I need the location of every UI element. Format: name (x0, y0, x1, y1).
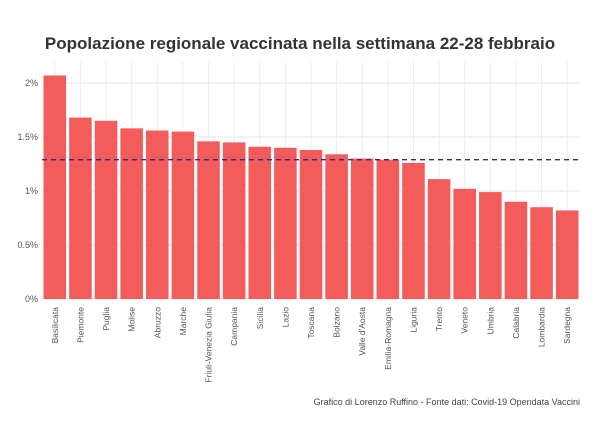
y-tick-label: 0.5% (17, 240, 38, 250)
x-tick-label: Sardegna (562, 307, 572, 344)
x-tick-label: Campania (229, 307, 239, 346)
x-tick-label: Emilia-Romagna (383, 307, 393, 370)
bar-basilicata (43, 75, 67, 299)
bar-sicilia (248, 146, 272, 299)
bar-puglia (94, 120, 118, 299)
bar-molise (120, 128, 143, 299)
bar-bolzano (325, 154, 348, 299)
bar-emilia-romagna (376, 159, 400, 299)
y-tick-label: 1.5% (17, 132, 38, 142)
bar-toscana (299, 149, 323, 299)
x-tick-label: Veneto (460, 307, 470, 334)
x-tick-label: Sicilia (255, 307, 265, 329)
bar-piemonte (69, 117, 92, 299)
x-tick-label: Umbria (485, 307, 495, 335)
bar-liguria (402, 162, 425, 299)
bar-abruzzo (146, 130, 169, 299)
x-tick-label: Friuli-Venezia Giulia (204, 307, 214, 383)
bar-sardegna (555, 210, 579, 299)
x-tick-label: Piemonte (75, 307, 85, 343)
bar-umbria (479, 192, 502, 299)
x-tick-label: Bolzano (332, 307, 342, 338)
chart-caption: Grafico di Lorenzo Ruffino - Fonte dati:… (313, 397, 580, 407)
x-tick-label: Valle d'Aosta (357, 307, 367, 356)
x-tick-label: Lombardia (537, 307, 547, 347)
x-tick-label: Toscana (306, 307, 316, 339)
bar-veneto (453, 188, 476, 299)
bar-valle-d-aosta (350, 158, 374, 299)
x-tick-label: Liguria (408, 307, 418, 333)
x-tick-label: Puglia (101, 307, 111, 331)
x-tick-label: Molise (127, 307, 137, 332)
y-tick-label: 2% (25, 78, 38, 88)
x-tick-label: Abruzzo (152, 307, 162, 338)
x-tick-label: Calabria (511, 307, 521, 339)
x-tick-label: Trento (434, 307, 444, 332)
bar-campania (222, 142, 246, 299)
bar-friuli-venezia-giulia (197, 141, 220, 299)
x-tick-label: Marche (178, 307, 188, 336)
bar-lazio (274, 147, 297, 299)
bar-trento (427, 179, 451, 299)
bar-marche (171, 131, 195, 299)
x-tick-label: Basilicata (50, 307, 60, 344)
x-tick-label: Lazio (280, 307, 290, 328)
y-tick-label: 1% (25, 186, 38, 196)
bar-lombardia (530, 207, 553, 299)
bar-calabria (504, 201, 528, 299)
y-tick-label: 0% (25, 294, 38, 304)
chart-title: Popolazione regionale vaccinata nella se… (44, 34, 556, 53)
